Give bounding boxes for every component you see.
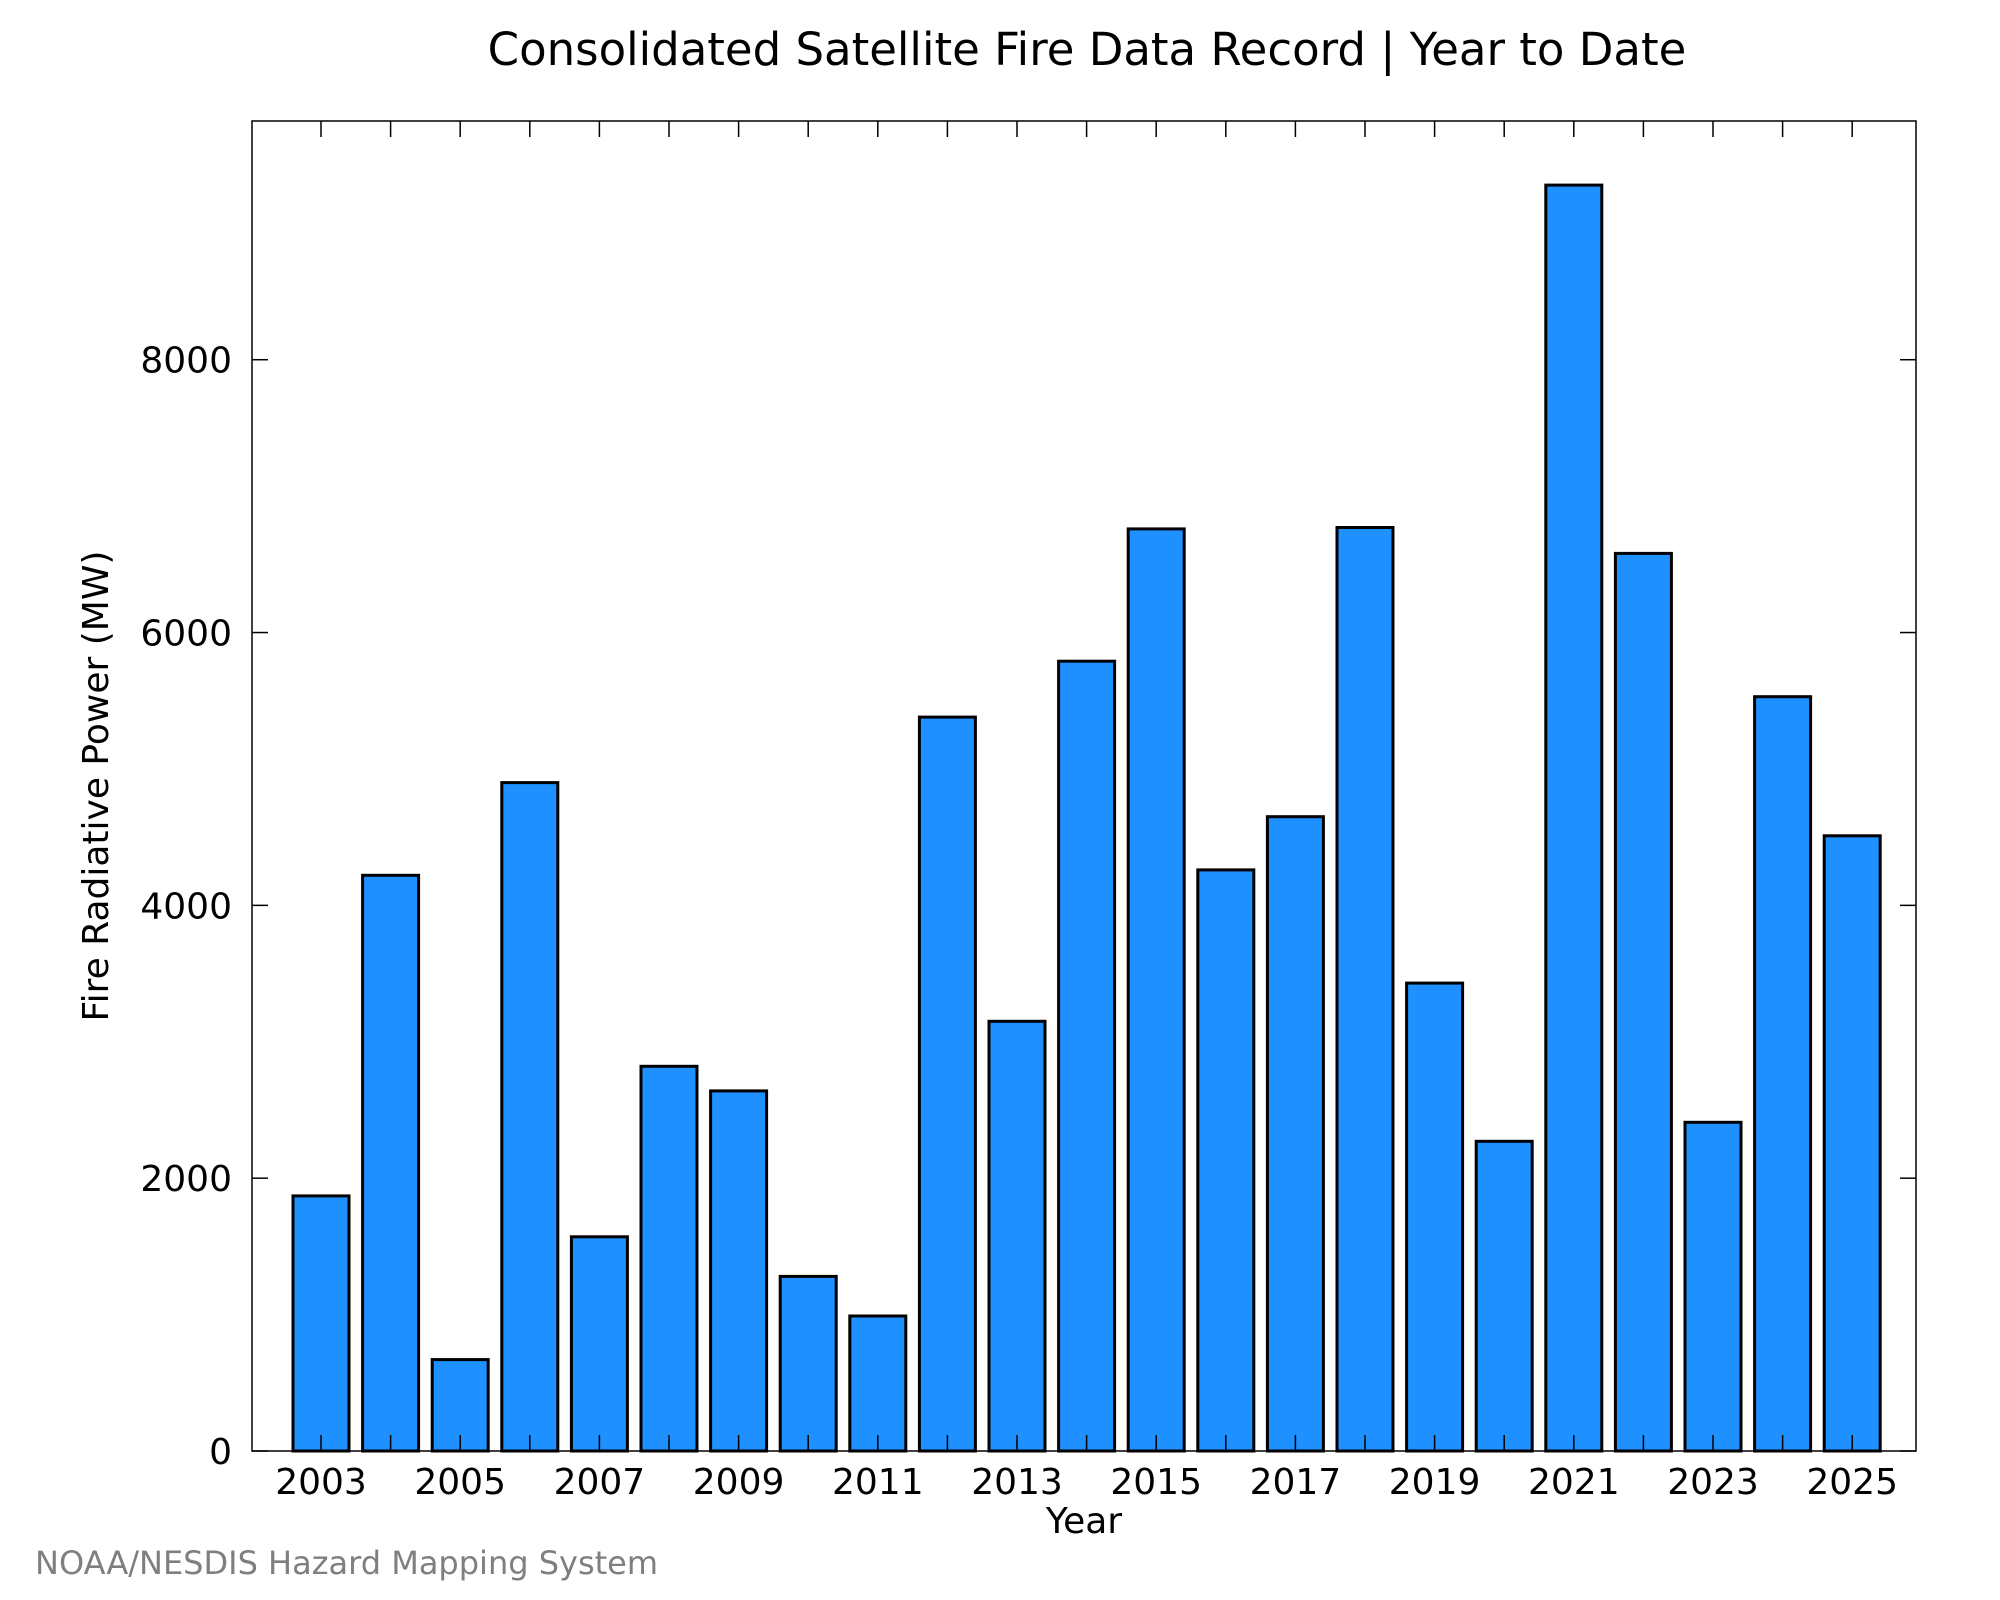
bar-2014 [1057,659,1117,1453]
y-tick-label-2000: 2000 [140,1159,232,1200]
bar-2021 [1544,183,1604,1453]
plot-area [251,120,1917,1453]
ticks-layer [252,121,1916,1452]
x-axis-label: Year [1045,1501,1122,1542]
x-tick-label-2017: 2017 [1250,1462,1342,1503]
source-credit: NOAA/NESDIS Hazard Mapping System [35,1544,658,1582]
bar-2019 [1405,981,1465,1453]
x-tick-label-2019: 2019 [1389,1462,1481,1503]
x-tick-label-2013: 2013 [971,1462,1063,1503]
y-tick-label-6000: 6000 [140,614,232,655]
bar-2022 [1613,551,1673,1453]
x-tick-label-2015: 2015 [1110,1462,1202,1503]
bar-2011 [848,1314,908,1453]
bar-2018 [1335,526,1395,1453]
bar-2003 [291,1194,351,1453]
bar-2006 [500,781,560,1453]
bar-2007 [569,1235,629,1453]
bar-2025 [1822,834,1882,1453]
y-tick-label-4000: 4000 [140,886,232,927]
x-tick-label-2011: 2011 [832,1462,924,1503]
y-axis-label: Fire Radiative Power (MW) [76,551,117,1022]
x-tick-label-2025: 2025 [1806,1462,1898,1503]
x-tick-labels: 2003 2005 2007 2009 2011 2013 2015 2017 2019 2021… [275,1462,1898,1503]
x-tick-label-2021: 2021 [1528,1462,1620,1503]
bar-2015 [1126,527,1186,1453]
bar-2012 [917,715,977,1453]
chart-title: Consolidated Satellite Fire Data Record … [488,23,1687,76]
bar-2017 [1265,815,1325,1453]
bar-2004 [361,873,421,1453]
bar-2024 [1753,695,1813,1453]
bar-2023 [1683,1120,1743,1453]
bar-2013 [987,1019,1047,1453]
bar-2009 [709,1089,769,1453]
x-tick-label-2005: 2005 [414,1462,506,1503]
x-tick-label-2007: 2007 [554,1462,646,1503]
bars-layer [291,183,1882,1453]
y-tick-labels: 0 2000 4000 6000 8000 [140,341,232,1473]
y-tick-label-8000: 8000 [140,341,232,382]
bar-2008 [639,1064,699,1453]
bar-2020 [1474,1139,1534,1453]
x-tick-label-2003: 2003 [275,1462,367,1503]
bar-2016 [1196,868,1256,1453]
x-tick-label-2023: 2023 [1667,1462,1759,1503]
y-tick-label-0: 0 [209,1432,232,1473]
bar-2010 [778,1274,838,1453]
x-tick-label-2009: 2009 [693,1462,785,1503]
